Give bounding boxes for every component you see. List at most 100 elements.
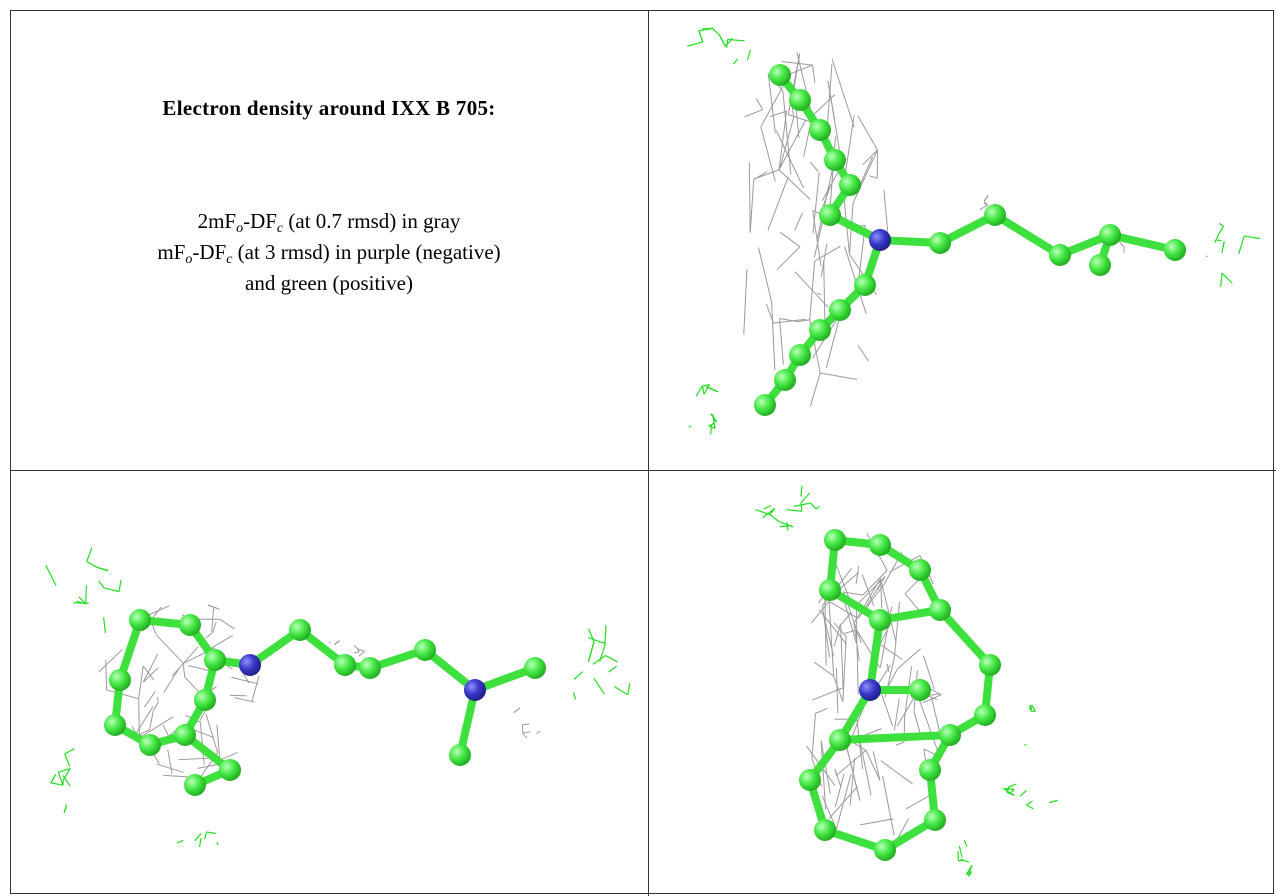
density-mesh: [957, 839, 973, 877]
atom: [204, 649, 226, 671]
mesh-line: [1216, 239, 1219, 242]
mesh-line: [773, 318, 806, 324]
mesh-line: [613, 686, 629, 696]
atom: [789, 89, 811, 111]
mesh-line: [216, 841, 219, 846]
subscript: o: [185, 252, 193, 267]
density-mesh: [979, 195, 989, 211]
mesh-line: [842, 636, 847, 702]
mesh-line: [749, 179, 755, 233]
mesh-line: [45, 564, 57, 586]
mesh-line: [755, 509, 770, 516]
mesh-line: [62, 775, 71, 787]
caption-text: -DF: [243, 209, 277, 233]
mesh-line: [965, 864, 973, 876]
mesh-line: [50, 774, 57, 784]
atom: [334, 654, 356, 676]
atom: [524, 657, 546, 679]
mesh-line: [98, 648, 123, 673]
mesh-line: [779, 318, 784, 365]
mesh-line: [779, 317, 798, 323]
mesh-line: [855, 566, 860, 585]
caption-text: (at 0.7 rmsd) in gray: [283, 209, 461, 233]
mesh-line: [809, 372, 821, 407]
density-mesh: [688, 383, 719, 435]
mesh-line: [727, 38, 745, 42]
caption-body: 2mFo-DFc (at 0.7 rmsd) in gray mFo-DFc (a…: [10, 206, 648, 299]
mesh-line: [983, 195, 989, 202]
mesh-line: [334, 640, 340, 645]
mesh-line: [198, 838, 202, 847]
mesh-line: [84, 585, 88, 604]
mesh-line: [748, 162, 751, 233]
atom: [129, 609, 151, 631]
cell-divider: [10, 470, 1276, 471]
mesh-line: [142, 653, 159, 683]
atom: [219, 759, 241, 781]
mesh-line: [812, 687, 844, 701]
atom: [359, 657, 381, 679]
mesh-line: [194, 833, 202, 842]
bond: [866, 616, 884, 694]
mesh-line: [746, 49, 752, 61]
mesh-line: [778, 120, 806, 170]
mesh-line: [103, 587, 120, 593]
mesh-line: [713, 422, 716, 429]
mesh-line: [698, 30, 704, 43]
atom: [909, 679, 931, 701]
atom: [869, 534, 891, 556]
mesh-line: [63, 804, 68, 813]
mesh-line: [960, 858, 970, 863]
atom: [184, 774, 206, 796]
mesh-line: [794, 271, 829, 308]
atom: [814, 819, 836, 841]
mesh-line: [782, 91, 792, 175]
mesh-line: [176, 839, 184, 844]
mesh-line: [769, 110, 787, 118]
mesh-line: [843, 591, 863, 596]
mesh-line: [572, 692, 577, 700]
mesh-line: [207, 604, 218, 609]
mesh-line: [152, 701, 159, 712]
mesh-line: [786, 509, 803, 512]
mesh-line: [833, 675, 844, 702]
mesh-line: [1028, 706, 1033, 712]
mesh-line: [800, 492, 811, 504]
mesh-line: [880, 760, 913, 785]
mesh-line: [778, 169, 811, 200]
mesh-line: [1029, 704, 1033, 708]
mesh-line: [917, 696, 940, 756]
mesh-line: [231, 676, 259, 685]
mesh-line: [358, 650, 365, 657]
mesh-line: [144, 691, 156, 708]
mesh-line: [140, 716, 174, 738]
atom: [869, 229, 891, 251]
mesh-line: [219, 751, 238, 761]
mesh-line: [76, 600, 86, 605]
mesh-line: [800, 502, 803, 512]
mesh-line: [155, 634, 184, 664]
caption-line: mFo-DFc (at 3 rmsd) in purple (negative): [10, 237, 648, 268]
atom: [194, 689, 216, 711]
atom: [929, 232, 951, 254]
mesh-line: [86, 547, 93, 562]
mesh-line: [216, 724, 221, 761]
mesh-line: [702, 27, 713, 30]
mesh-line: [708, 424, 716, 430]
mesh-line: [1008, 783, 1017, 788]
mesh-line: [821, 167, 841, 201]
mesh-line: [1118, 240, 1125, 248]
mesh-line: [513, 707, 521, 713]
mesh-line: [771, 301, 776, 371]
atom: [984, 204, 1006, 226]
mesh-line: [776, 246, 801, 270]
subscript: o: [236, 221, 244, 236]
atom: [449, 744, 471, 766]
mesh-line: [1244, 235, 1260, 240]
atom: [924, 809, 946, 831]
mesh-line: [197, 763, 220, 769]
mesh-line: [793, 53, 801, 87]
mesh-line: [823, 260, 826, 331]
mesh-line: [702, 383, 710, 387]
caption-text: -DF: [192, 240, 227, 264]
